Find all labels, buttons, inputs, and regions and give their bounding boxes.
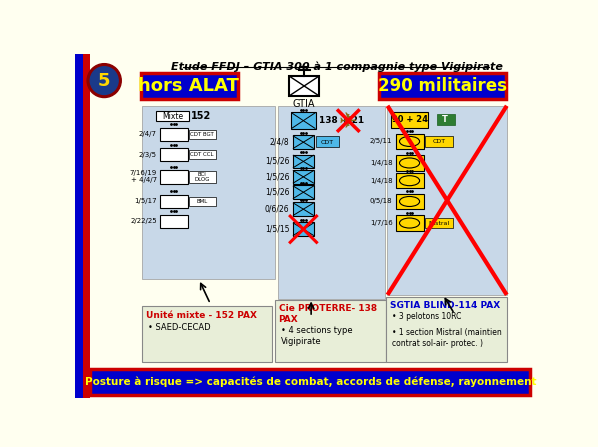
- Text: 0/6/26: 0/6/26: [265, 205, 289, 214]
- Text: 1/5/17: 1/5/17: [135, 198, 157, 204]
- Text: GTIA: GTIA: [293, 99, 315, 109]
- Bar: [160, 127, 188, 141]
- Text: 2/3/5: 2/3/5: [139, 152, 157, 157]
- Bar: [425, 136, 453, 147]
- Text: 290 militaires: 290 militaires: [377, 77, 507, 95]
- Ellipse shape: [399, 218, 420, 228]
- Bar: [396, 155, 423, 171]
- Text: Mixte: Mixte: [162, 111, 183, 121]
- Circle shape: [87, 63, 121, 97]
- Bar: [387, 106, 507, 295]
- Text: • 4 sections type
Vigipirate: • 4 sections type Vigipirate: [281, 326, 353, 346]
- Bar: [83, 54, 90, 398]
- Bar: [274, 300, 386, 362]
- Bar: [160, 194, 188, 208]
- Text: 1/5/26: 1/5/26: [265, 157, 289, 166]
- Text: CDT: CDT: [321, 140, 334, 145]
- Bar: [438, 114, 454, 125]
- Bar: [292, 222, 314, 236]
- Bar: [379, 73, 507, 99]
- Text: 138 + 21: 138 + 21: [319, 116, 364, 125]
- Bar: [160, 148, 188, 161]
- Bar: [291, 112, 316, 129]
- Bar: [156, 110, 189, 122]
- Bar: [90, 369, 530, 395]
- Bar: [292, 170, 314, 184]
- Ellipse shape: [399, 136, 420, 147]
- Bar: [289, 76, 319, 96]
- Ellipse shape: [399, 158, 420, 168]
- Text: 5: 5: [98, 72, 111, 89]
- Circle shape: [90, 67, 118, 94]
- Bar: [292, 186, 314, 199]
- Bar: [425, 218, 453, 228]
- Text: Etude FFDJ – GTIA 300 à 1 compagnie type Vigipirate: Etude FFDJ – GTIA 300 à 1 compagnie type…: [171, 61, 503, 72]
- Text: Mistral: Mistral: [428, 220, 450, 226]
- Bar: [160, 170, 188, 184]
- Text: 2/4/7: 2/4/7: [139, 131, 157, 138]
- Text: 2/4/8: 2/4/8: [270, 138, 289, 147]
- Bar: [75, 54, 83, 398]
- Bar: [386, 297, 507, 362]
- Text: ✈: ✈: [339, 112, 358, 132]
- Text: • 1 section Mistral (maintien
contrat sol-air- protec. ): • 1 section Mistral (maintien contrat so…: [392, 328, 502, 348]
- Bar: [141, 73, 237, 99]
- Text: BCI
DLOG: BCI DLOG: [194, 172, 210, 182]
- Text: Posture à risque => capacités de combat, accords de défense, rayonnement: Posture à risque => capacités de combat,…: [84, 376, 536, 387]
- Text: CDT BGT: CDT BGT: [190, 132, 213, 137]
- Text: 1/5/26: 1/5/26: [265, 188, 289, 197]
- Bar: [391, 112, 428, 127]
- Text: 1/5/26: 1/5/26: [265, 173, 289, 181]
- Bar: [396, 173, 423, 188]
- Text: 90 + 24: 90 + 24: [392, 115, 428, 124]
- Text: CDT: CDT: [432, 139, 446, 144]
- Ellipse shape: [399, 176, 420, 186]
- Ellipse shape: [399, 197, 420, 207]
- Bar: [292, 155, 314, 169]
- Bar: [189, 150, 216, 159]
- Text: 2/22/25: 2/22/25: [130, 219, 157, 224]
- Bar: [396, 194, 423, 209]
- Bar: [396, 134, 423, 149]
- Text: BML: BML: [196, 199, 208, 204]
- Text: SGTIA BLIND-114 PAX: SGTIA BLIND-114 PAX: [390, 301, 501, 310]
- Bar: [278, 106, 385, 299]
- Text: 1/5/15: 1/5/15: [265, 225, 289, 234]
- Text: hors ALAT: hors ALAT: [138, 77, 239, 95]
- Bar: [189, 171, 216, 183]
- Bar: [292, 135, 314, 149]
- Bar: [316, 136, 339, 147]
- Text: T: T: [443, 115, 448, 124]
- Bar: [396, 215, 423, 231]
- Text: • 3 pelotons 10RC: • 3 pelotons 10RC: [392, 312, 462, 321]
- Bar: [142, 306, 272, 362]
- Bar: [142, 106, 276, 279]
- Text: Unité mixte - 152 PAX: Unité mixte - 152 PAX: [146, 311, 257, 320]
- Bar: [292, 202, 314, 216]
- Text: CDT CCL: CDT CCL: [190, 152, 213, 157]
- Text: 1/4/18: 1/4/18: [370, 178, 392, 184]
- Bar: [160, 215, 188, 228]
- Text: 7/16/19
+ 4/4/7: 7/16/19 + 4/4/7: [130, 170, 157, 183]
- Text: 1/7/16: 1/7/16: [370, 220, 392, 226]
- Text: 0/5/18: 0/5/18: [370, 198, 392, 204]
- Text: 152: 152: [191, 111, 211, 121]
- Bar: [189, 197, 216, 206]
- Text: 2/5/11: 2/5/11: [370, 139, 392, 144]
- Text: • SAED-CECAD: • SAED-CECAD: [148, 323, 211, 332]
- Text: Cie PROTERRE- 138
PAX: Cie PROTERRE- 138 PAX: [279, 304, 377, 324]
- Text: 1/4/18: 1/4/18: [370, 160, 392, 166]
- Bar: [189, 130, 216, 139]
